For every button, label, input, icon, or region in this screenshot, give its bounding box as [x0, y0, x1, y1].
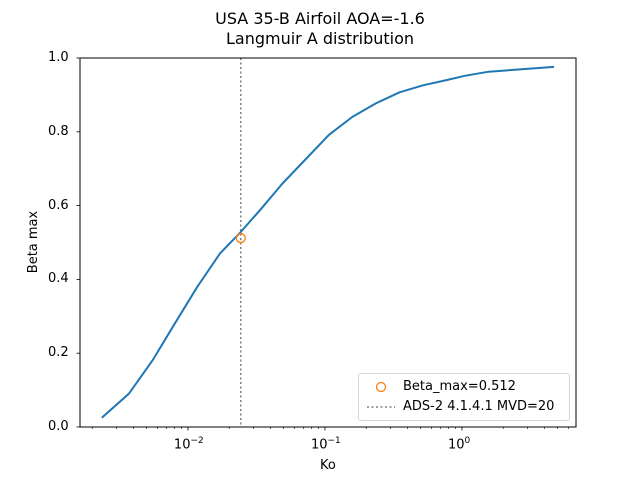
- x-major-ticks: [187, 427, 463, 431]
- y-ticks: [76, 57, 80, 428]
- legend-label: ADS-2 4.1.4.1 MVD=20: [403, 399, 555, 414]
- y-tick-label: 1.0: [48, 50, 69, 65]
- legend: Beta_max=0.512 ADS-2 4.1.4.1 MVD=20: [358, 373, 570, 421]
- y-tick-label: 0.4: [48, 271, 69, 287]
- legend-item-ads2: ADS-2 4.1.4.1 MVD=20: [359, 397, 569, 417]
- y-tick-label: 0.2: [48, 345, 69, 361]
- open-circle-icon: [375, 381, 387, 393]
- y-tick-label: 0.0: [48, 419, 69, 434]
- y-tick-label: 0.8: [48, 123, 69, 139]
- y-axis-label: Beta max: [26, 210, 41, 274]
- chart-title: USA 35-B Airfoil AOA=-1.6: [215, 9, 425, 28]
- x-tick-label: 100: [447, 436, 471, 453]
- x-axis-label: Ko: [320, 458, 336, 473]
- dotted-line-icon: [367, 406, 395, 408]
- legend-label: Beta_max=0.512: [403, 379, 516, 394]
- beta-max-curve: [101, 65, 555, 419]
- axes-frame: [79, 57, 577, 428]
- x-tick-label: 10−2: [173, 436, 204, 453]
- y-tick-label: 0.6: [48, 197, 69, 213]
- chart-subtitle: Langmuir A distribution: [225, 29, 415, 48]
- legend-item-beta-max: Beta_max=0.512: [359, 377, 569, 397]
- x-tick-label: 10−1: [310, 436, 341, 453]
- beta-max-marker: [235, 232, 246, 244]
